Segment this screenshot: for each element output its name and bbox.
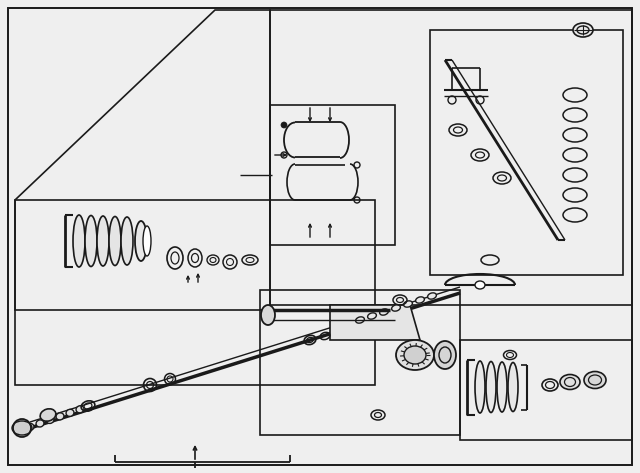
Bar (460, 340, 632, 440)
Ellipse shape (56, 413, 64, 420)
Ellipse shape (392, 305, 401, 311)
Ellipse shape (434, 341, 456, 369)
Circle shape (281, 122, 287, 128)
Ellipse shape (380, 309, 388, 315)
Ellipse shape (415, 297, 424, 303)
Ellipse shape (356, 317, 364, 323)
Ellipse shape (73, 215, 85, 267)
Ellipse shape (109, 217, 121, 265)
Ellipse shape (508, 362, 518, 412)
Ellipse shape (26, 423, 34, 430)
Bar (260, 290, 460, 435)
Ellipse shape (404, 346, 426, 364)
Ellipse shape (475, 281, 485, 289)
Ellipse shape (76, 406, 84, 413)
Circle shape (13, 419, 31, 437)
Ellipse shape (85, 216, 97, 266)
Bar (270, 10, 632, 305)
Ellipse shape (396, 340, 434, 370)
Ellipse shape (261, 305, 275, 325)
Ellipse shape (143, 226, 151, 256)
Bar (15, 200, 375, 385)
Ellipse shape (404, 301, 412, 307)
Ellipse shape (121, 217, 133, 265)
Polygon shape (330, 305, 420, 340)
Ellipse shape (584, 371, 606, 388)
Bar (270, 105, 395, 245)
Ellipse shape (573, 23, 593, 37)
Ellipse shape (135, 221, 147, 261)
Ellipse shape (66, 409, 74, 416)
Ellipse shape (497, 362, 507, 412)
Ellipse shape (97, 216, 109, 266)
Bar (430, 30, 623, 275)
Ellipse shape (475, 361, 485, 413)
Ellipse shape (486, 361, 496, 412)
Ellipse shape (46, 416, 54, 423)
Ellipse shape (40, 409, 56, 421)
Ellipse shape (560, 375, 580, 389)
Ellipse shape (36, 420, 44, 427)
Ellipse shape (428, 293, 436, 299)
Ellipse shape (367, 313, 376, 319)
